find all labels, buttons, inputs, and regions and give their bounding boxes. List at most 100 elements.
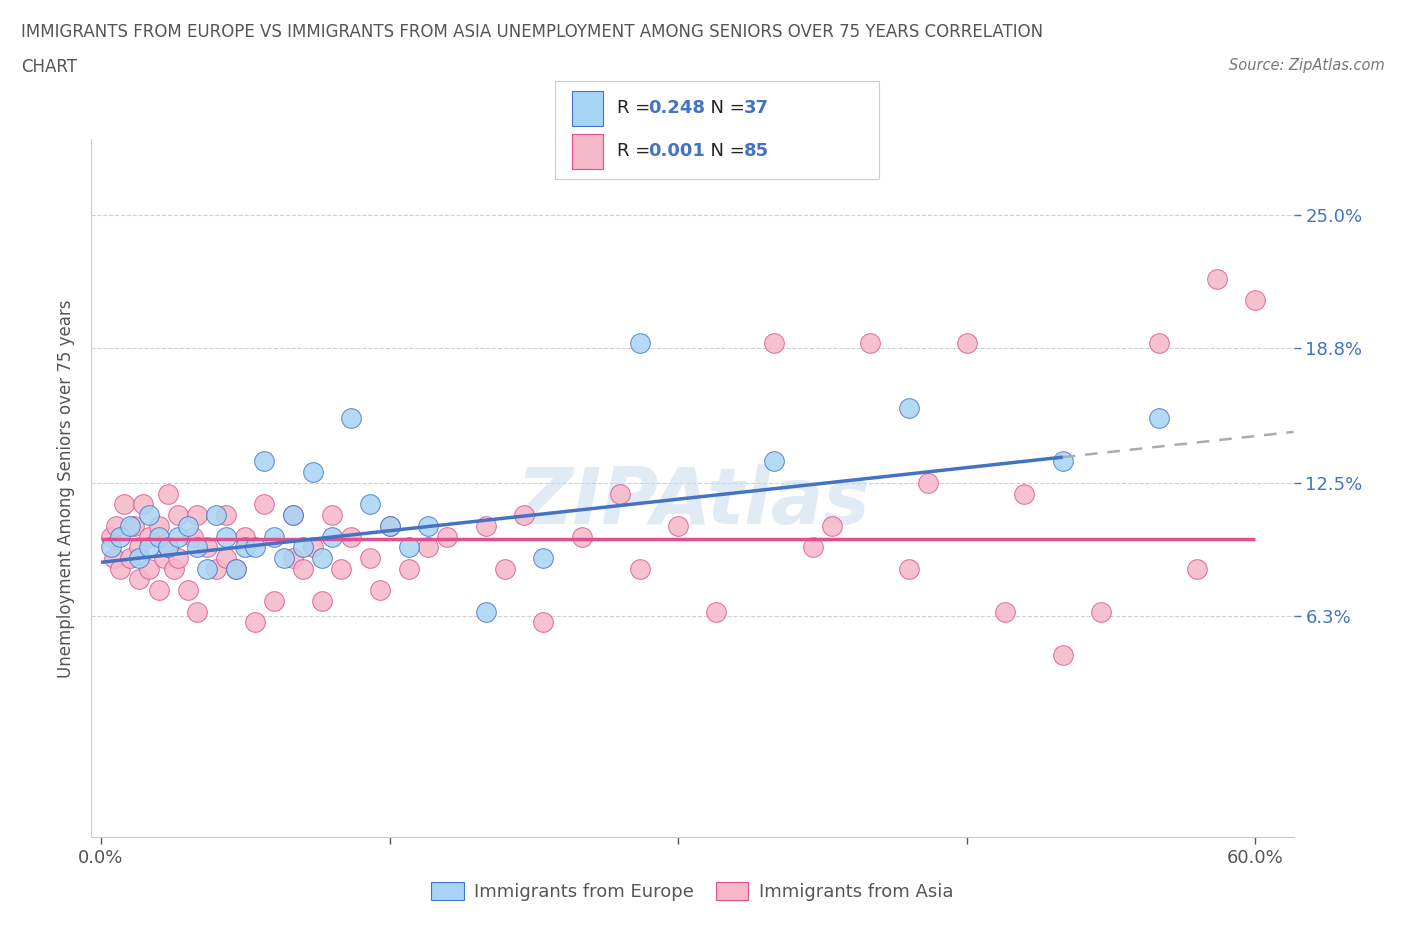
Point [291,562,314,577]
Point [183,529,205,544]
Point [801,539,824,554]
Point [100,539,122,554]
Point [157,539,180,554]
Point [1090,604,1112,619]
Point [1147,336,1170,351]
Point [253,454,276,469]
Point [233,539,256,554]
Point [186,604,208,619]
Point [1147,411,1170,426]
Text: 0.248: 0.248 [648,100,706,117]
Point [215,508,238,523]
Point [283,508,305,523]
Point [359,497,381,512]
Point [301,539,323,554]
Point [138,529,160,544]
Point [215,551,238,565]
Point [474,604,496,619]
Point [897,400,920,415]
Point [148,583,170,598]
Text: CHART: CHART [21,58,77,75]
Point [103,551,125,565]
Point [195,562,218,577]
Point [763,454,786,469]
Y-axis label: Unemployment Among Seniors over 75 years: Unemployment Among Seniors over 75 years [56,299,75,677]
Point [311,593,333,608]
Point [301,465,323,480]
Point [167,551,190,565]
Point [955,336,977,351]
Point [531,551,554,565]
Text: Source: ZipAtlas.com: Source: ZipAtlas.com [1229,58,1385,73]
Point [368,583,391,598]
Point [148,529,170,544]
Text: IMMIGRANTS FROM EUROPE VS IMMIGRANTS FROM ASIA UNEMPLOYMENT AMONG SENIORS OVER 7: IMMIGRANTS FROM EUROPE VS IMMIGRANTS FRO… [21,23,1043,41]
Point [321,508,343,523]
Point [243,539,266,554]
Point [186,539,208,554]
Point [225,562,247,577]
Point [513,508,536,523]
Point [263,529,285,544]
Point [628,562,651,577]
Point [110,529,132,544]
Point [138,508,160,523]
Point [128,551,150,565]
Text: 37: 37 [744,100,769,117]
Point [122,518,145,533]
Point [378,518,401,533]
Point [153,551,176,565]
Legend: Immigrants from Europe, Immigrants from Asia: Immigrants from Europe, Immigrants from … [423,874,962,909]
Point [167,508,190,523]
Point [132,497,155,512]
Point [1187,562,1209,577]
Point [1205,272,1227,286]
Point [233,529,256,544]
Point [157,486,180,501]
Point [571,529,593,544]
Text: R =: R = [617,142,657,160]
Point [138,539,160,554]
Point [186,508,208,523]
Text: N =: N = [699,100,751,117]
Point [321,529,343,544]
Point [1052,647,1074,662]
Point [330,562,353,577]
Point [494,562,516,577]
Point [112,497,135,512]
Point [531,615,554,630]
Point [897,562,920,577]
Text: R =: R = [617,100,657,117]
Point [138,562,160,577]
Point [359,551,381,565]
Point [706,604,728,619]
Point [273,551,295,565]
Point [436,529,458,544]
Point [105,518,128,533]
Point [110,562,132,577]
Point [311,551,333,565]
Text: N =: N = [699,142,751,160]
Point [253,497,276,512]
Point [763,336,786,351]
Point [128,539,150,554]
Point [398,562,420,577]
Point [157,539,180,554]
Point [163,562,186,577]
Point [243,615,266,630]
Text: 0.001: 0.001 [648,142,704,160]
Point [215,529,238,544]
Point [474,518,496,533]
Point [283,508,305,523]
Point [176,583,198,598]
Point [340,529,363,544]
Point [263,593,285,608]
Point [666,518,689,533]
Point [205,562,228,577]
Point [628,336,651,351]
Point [167,529,190,544]
Point [398,539,420,554]
Point [917,475,939,490]
Point [205,508,228,523]
Point [283,551,305,565]
